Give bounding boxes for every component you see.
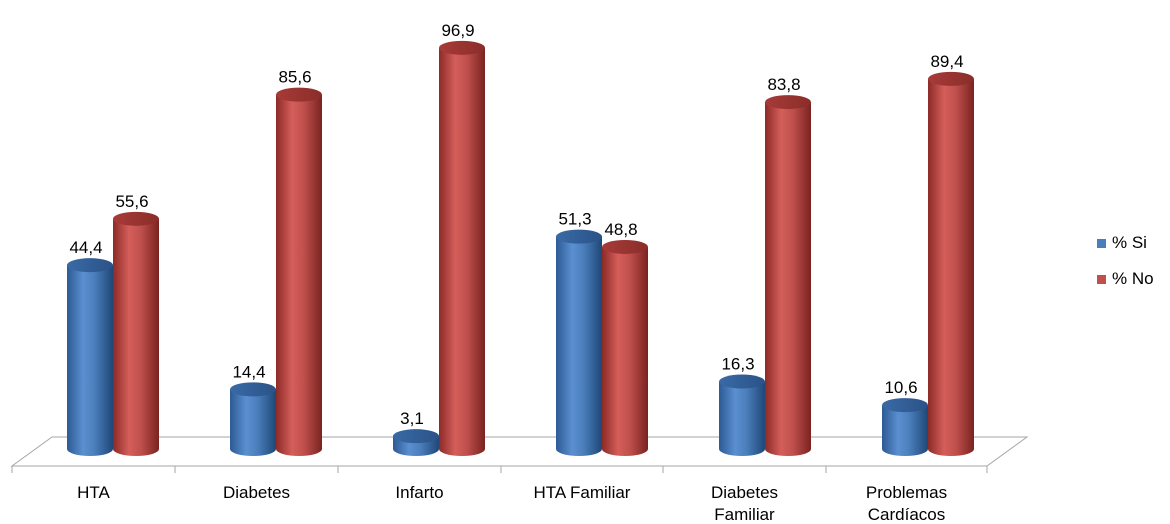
- bar-body: [556, 236, 602, 456]
- legend: % Si % No: [1097, 232, 1154, 304]
- bar-top: [276, 87, 322, 102]
- bar-top: [67, 258, 113, 273]
- category-label: Diabetes: [711, 483, 778, 502]
- data-label-si-1: 14,4: [232, 362, 265, 381]
- bar-si-3: [556, 229, 602, 456]
- category-label: Problemas: [866, 483, 947, 502]
- bar-top: [556, 229, 602, 244]
- bar-no-3: [602, 239, 648, 456]
- legend-item-no: % No: [1097, 268, 1154, 290]
- bar-top: [882, 398, 928, 413]
- data-label-si-5: 10,6: [884, 378, 917, 397]
- bar-si-5: [882, 398, 928, 456]
- bar-body: [113, 218, 159, 456]
- axis-ticks: [11, 466, 988, 473]
- bar-no-2: [439, 40, 485, 457]
- bar-body: [928, 78, 974, 456]
- category-label: HTA: [77, 483, 110, 502]
- bar-body: [230, 389, 276, 456]
- data-label-si-2: 3,1: [400, 409, 424, 428]
- data-label-no-4: 83,8: [767, 75, 800, 94]
- legend-swatch-si: [1097, 238, 1106, 248]
- bar-no-1: [276, 87, 322, 456]
- category-label: Diabetes: [223, 483, 290, 502]
- bar-no-4: [765, 95, 811, 457]
- category-label: HTA Familiar: [534, 483, 631, 502]
- category-labels: HTA Diabetes Infarto HTA Familiar Diabetes Fa…: [77, 483, 947, 524]
- bar-si-1: [230, 382, 276, 456]
- data-label-no-2: 96,9: [441, 21, 474, 40]
- data-label-si-0: 44,4: [69, 238, 102, 257]
- data-label-no-5: 89,4: [930, 52, 963, 71]
- data-label-si-4: 16,3: [721, 355, 754, 374]
- bar-top: [765, 95, 811, 110]
- data-label-si-3: 51,3: [558, 210, 591, 229]
- legend-swatch-no: [1097, 274, 1106, 284]
- bar-si-2: [393, 429, 439, 456]
- legend-item-si: % Si: [1097, 232, 1154, 254]
- bar-top: [719, 374, 765, 389]
- bar-top: [230, 382, 276, 397]
- bar-body: [67, 265, 113, 456]
- bar-si-4: [719, 374, 765, 456]
- bar-top: [393, 429, 439, 444]
- bar-series: [67, 40, 974, 457]
- bar-no-0: [113, 211, 159, 456]
- data-label-no-3: 48,8: [604, 220, 637, 239]
- bar-body: [602, 246, 648, 456]
- bar-body: [765, 102, 811, 457]
- bar-no-5: [928, 71, 974, 456]
- legend-label-no: % No: [1112, 269, 1154, 288]
- category-label: Cardíacos: [868, 505, 945, 524]
- bar-top: [439, 40, 485, 55]
- data-label-no-0: 55,6: [115, 192, 148, 211]
- bar-body: [719, 381, 765, 456]
- chart-floor: [10, 436, 1029, 467]
- legend-label-si: % Si: [1112, 233, 1147, 252]
- bar-top: [602, 239, 648, 254]
- bar-top: [113, 211, 159, 226]
- bar-si-0: [67, 258, 113, 456]
- bar-body: [439, 47, 485, 457]
- category-label: Infarto: [395, 483, 443, 502]
- bar-top: [928, 71, 974, 86]
- category-label: Familiar: [714, 505, 775, 524]
- bar-body: [276, 94, 322, 456]
- data-label-no-1: 85,6: [278, 68, 311, 87]
- data-labels: 44,4 55,6 14,4 85,6 3,1 96,9 51,3 48,8 16,3 83,8 1…: [69, 21, 963, 428]
- bar-body: [882, 405, 928, 456]
